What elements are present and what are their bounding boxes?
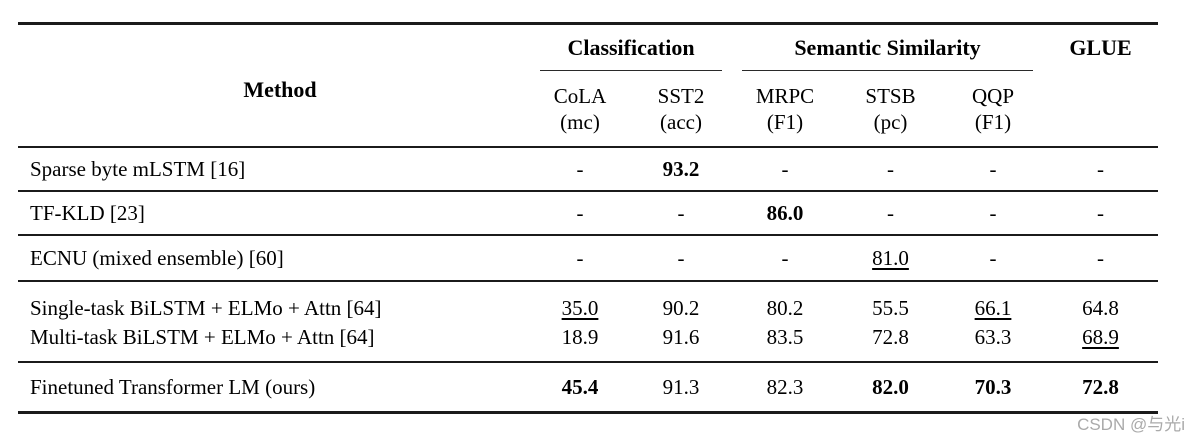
method-cell: ECNU (mixed ensemble) [60] [18,235,530,282]
column-header-qqp: QQP (F1) [943,71,1043,148]
score-cell: 63.3 [943,324,1043,363]
col-group-classification-label: Classification [567,35,695,60]
method-cell: Sparse byte mLSTM [16] [18,147,530,192]
column-header-glue-spacer [1043,71,1158,148]
method-cell: TF-KLD [23] [18,191,530,236]
table-row: ECNU (mixed ensemble) [60] - - - 81.0 - … [18,235,1158,282]
score-cell: 35.0 [561,296,599,320]
header-group-row: Method Classification Semantic Similarit… [18,23,1158,148]
column-header-glue: GLUE [1069,35,1132,60]
score-cell: - [732,147,838,192]
score-cell: - [1043,191,1158,236]
score-cell: - [1043,235,1158,282]
score-cell: 72.8 [1082,374,1119,399]
col-group-classification: Classification [530,24,732,71]
score-cell: 80.2 [766,296,804,320]
table-row: TF-KLD [23] - - 86.0 - - - [18,191,1158,236]
score-cell: - [943,235,1043,282]
score-cell: - [1043,147,1158,192]
score-cell: - [838,147,943,192]
score-cell: - [530,191,630,236]
score-cell: - [838,191,943,236]
stsb-task-label: STSB [865,83,916,108]
sst2-metric-label: (acc) [660,109,702,134]
score-cell: 83.5 [732,324,838,363]
table-row: Sparse byte mLSTM [16] - 93.2 - - - - [18,147,1158,192]
score-cell: - [530,147,630,192]
score-cell: 45.4 [561,374,599,399]
score-cell: 91.6 [630,324,732,363]
score-cell: 55.5 [872,296,909,320]
mrpc-metric-label: (F1) [766,109,804,134]
score-cell: 86.0 [732,191,838,236]
column-header-method: Method [18,23,530,148]
qqp-metric-label: (F1) [974,109,1012,134]
score-cell: 64.8 [1082,296,1119,320]
score-cell: 90.2 [662,296,700,320]
score-cell: 91.3 [662,374,700,399]
results-table: Method Classification Semantic Similarit… [18,22,1158,414]
column-header-sst2: SST2 (acc) [630,71,732,148]
score-cell: 81.0 [838,235,943,282]
score-cell: 18.9 [530,324,630,363]
classification-underline [540,70,722,71]
score-cell: 93.2 [630,147,732,192]
cola-task-label: CoLA [553,83,607,108]
column-header-mrpc: MRPC (F1) [732,71,838,148]
sst2-task-label: SST2 [657,83,705,108]
semantic-similarity-underline [742,70,1033,71]
score-cell: - [530,235,630,282]
score-cell: - [732,235,838,282]
score-cell: - [943,191,1043,236]
cola-metric-label: (mc) [560,109,600,134]
stsb-metric-label: (pc) [873,109,908,134]
score-cell: 72.8 [838,324,943,363]
score-cell: - [630,191,732,236]
score-cell: 66.1 [974,296,1012,320]
column-header-cola: CoLA (mc) [530,71,630,148]
score-cell: 82.0 [872,374,909,399]
score-cell: 68.9 [1043,324,1158,363]
method-cell: Single-task BiLSTM + ELMo + Attn [64] [30,296,382,320]
score-cell: 82.3 [766,374,804,399]
col-group-semantic-similarity: Semantic Similarity [732,24,1043,71]
score-cell: 70.3 [974,374,1012,399]
table-row: Single-task BiLSTM + ELMo + Attn [64] 35… [18,281,1158,324]
qqp-task-label: QQP [971,83,1014,108]
watermark: CSDN @与光i [1077,415,1185,434]
header-sub-row: CoLA (mc) SST2 (acc) MRPC (F1) STSB (pc)… [18,71,1158,148]
mrpc-task-label: MRPC [755,83,815,108]
method-cell: Multi-task BiLSTM + ELMo + Attn [64] [18,324,530,363]
score-cell: - [630,235,732,282]
score-cell: - [943,147,1043,192]
table-row: Multi-task BiLSTM + ELMo + Attn [64] 18.… [18,324,1158,363]
col-group-semantic-similarity-label: Semantic Similarity [794,35,981,60]
column-header-stsb: STSB (pc) [838,71,943,148]
method-cell: Finetuned Transformer LM (ours) [30,374,316,399]
table-row: Finetuned Transformer LM (ours) 45.4 91.… [18,362,1158,413]
